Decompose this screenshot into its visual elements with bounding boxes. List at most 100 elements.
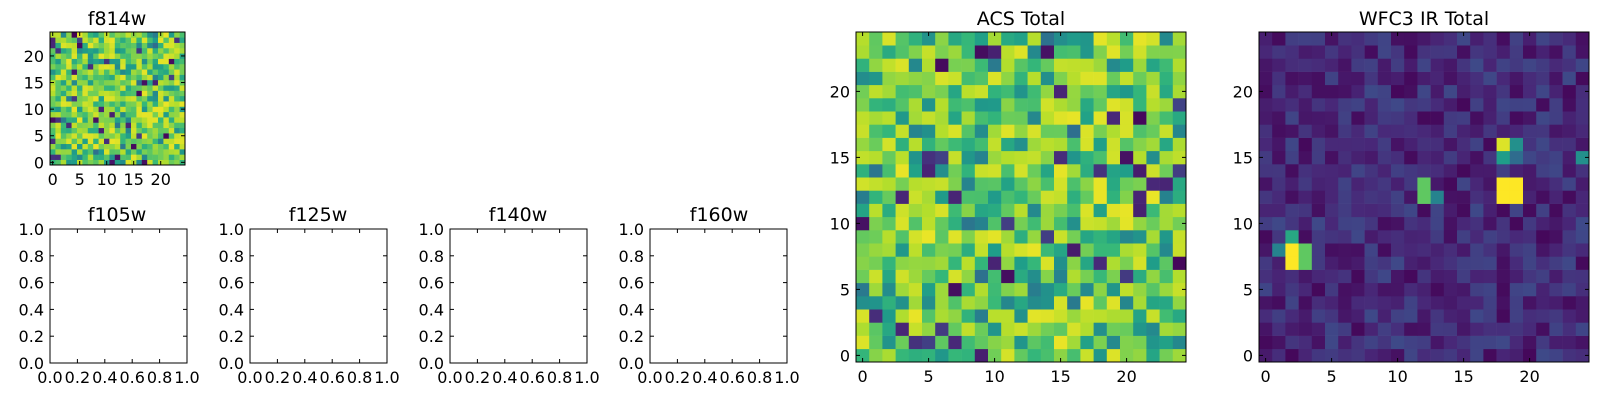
- heatmap-cell: [948, 190, 962, 204]
- x-tick-label: 0.6: [719, 368, 744, 387]
- y-tick-label: 1.0: [419, 220, 444, 239]
- heatmap-cell: [988, 190, 1002, 204]
- heatmap-cell: [908, 177, 923, 191]
- heatmap-cell: [1259, 296, 1273, 310]
- heatmap-cell: [895, 137, 910, 152]
- heatmap-cell: [1496, 309, 1511, 323]
- heatmap-cell: [1001, 137, 1015, 152]
- heatmap-cell: [77, 122, 83, 129]
- heatmap-cell: [988, 32, 1002, 46]
- heatmap-cell: [147, 149, 153, 155]
- heatmap-cell: [104, 106, 110, 113]
- heatmap-cell: [66, 42, 72, 49]
- heatmap-cell: [158, 117, 164, 123]
- heatmap-cell: [109, 143, 116, 150]
- heatmap-cell: [1298, 45, 1313, 59]
- heatmap-cell: [1259, 32, 1273, 46]
- heatmap-cell: [1417, 71, 1431, 86]
- heatmap-cell: [179, 143, 186, 150]
- heatmap-cell: [948, 124, 962, 138]
- heatmap-cell: [136, 122, 143, 129]
- heatmap-cell: [1014, 177, 1028, 191]
- heatmap-cell: [1014, 216, 1028, 231]
- heatmap-cell: [1259, 230, 1273, 244]
- heatmap-cell: [141, 74, 148, 81]
- heatmap-cell: [141, 101, 148, 107]
- heatmap-cell: [1146, 124, 1160, 138]
- heatmap-cell: [1014, 164, 1028, 178]
- heatmap-cell: [1106, 348, 1121, 363]
- heatmap-cell: [1120, 190, 1134, 204]
- heatmap-cell: [882, 203, 896, 218]
- heatmap-cell: [1067, 203, 1081, 218]
- heatmap-cell: [961, 84, 976, 99]
- heatmap-cell: [1080, 348, 1094, 363]
- heatmap-cell: [1106, 137, 1121, 152]
- heatmap-cell: [882, 269, 896, 284]
- heatmap-cell: [147, 42, 153, 49]
- x-tick-label: 0.6: [119, 368, 144, 387]
- heatmap-cell: [1536, 335, 1550, 350]
- heatmap-cell: [1054, 164, 1068, 178]
- heatmap-cell: [1549, 98, 1563, 112]
- heatmap-cell: [1391, 111, 1405, 125]
- heatmap-cell: [1338, 322, 1352, 336]
- heatmap-cell: [1311, 190, 1326, 204]
- heatmap-cell: [131, 143, 137, 150]
- heatmap-cell: [1040, 348, 1055, 363]
- heatmap-cell: [1001, 269, 1015, 284]
- heatmap-cell: [66, 74, 72, 81]
- heatmap-cell: [174, 159, 180, 166]
- heatmap-cell: [1001, 216, 1015, 231]
- heatmap-cell: [114, 42, 121, 49]
- heatmap-cell: [1377, 309, 1392, 323]
- heatmap-cell: [1457, 190, 1471, 204]
- heatmap-cell: [922, 322, 936, 336]
- heatmap-cell: [961, 45, 976, 59]
- heatmap-cell: [1106, 71, 1121, 86]
- y-tick-label: 5: [1243, 280, 1253, 299]
- heatmap-cell: [152, 111, 159, 118]
- heatmap-cell: [125, 47, 132, 54]
- heatmap-cell: [1391, 309, 1405, 323]
- heatmap-cell: [1080, 309, 1094, 323]
- heatmap-cell: [147, 74, 153, 81]
- heatmap-cell: [131, 111, 137, 118]
- heatmap-cell: [158, 127, 164, 134]
- heatmap-cell: [50, 154, 56, 160]
- heatmap-cell: [136, 47, 143, 54]
- heatmap-cell: [1496, 111, 1511, 125]
- heatmap-cell: [93, 133, 99, 139]
- heatmap-cell: [1001, 190, 1015, 204]
- heatmap-cell: [1338, 243, 1352, 257]
- heatmap-cell: [1470, 216, 1484, 231]
- heatmap-cell: [120, 149, 126, 155]
- heatmap-cell: [908, 71, 923, 86]
- heatmap-cell: [1377, 335, 1392, 350]
- heatmap-cell: [163, 53, 170, 59]
- heatmap-cell: [922, 150, 936, 165]
- heatmap-cell: [1351, 124, 1365, 138]
- heatmap-cell: [1311, 348, 1326, 363]
- heatmap-cell: [131, 42, 137, 49]
- heatmap-cell: [922, 256, 936, 270]
- heatmap-cell: [882, 282, 896, 297]
- heatmap-cell: [60, 133, 67, 139]
- heatmap-cell: [1067, 164, 1081, 178]
- heatmap-cell: [1509, 322, 1524, 336]
- heatmap-cell: [93, 117, 99, 123]
- heatmap-cell: [1483, 164, 1497, 178]
- heatmap-cell: [1523, 269, 1537, 284]
- heatmap-cell: [77, 138, 83, 145]
- heatmap-cell: [988, 296, 1002, 310]
- heatmap-cell: [1080, 269, 1094, 284]
- heatmap-cell: [50, 47, 56, 54]
- heatmap-cell: [1496, 296, 1511, 310]
- heatmap-cell: [1364, 256, 1379, 270]
- heatmap-cell: [1014, 203, 1028, 218]
- heatmap-cell: [1483, 111, 1497, 125]
- heatmap-cell: [136, 117, 143, 123]
- heatmap-cell: [1430, 216, 1445, 231]
- heatmap-cell: [1080, 58, 1094, 72]
- heatmap-cell: [1404, 335, 1418, 350]
